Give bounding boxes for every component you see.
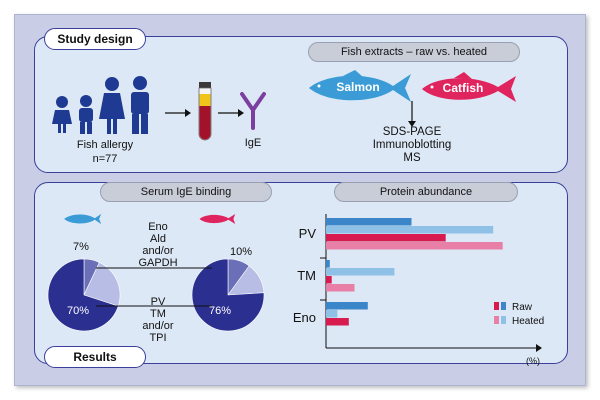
category-label: Eno bbox=[293, 310, 316, 325]
bar-pv-catfish-heated bbox=[326, 242, 503, 250]
blood-tube-icon bbox=[198, 82, 212, 141]
method-immunoblotting: Immunoblotting bbox=[372, 139, 452, 151]
pie-label-pv: PV bbox=[150, 296, 166, 308]
bar-eno-salmon-raw bbox=[326, 302, 368, 310]
protein-abundance-title: Protein abundance bbox=[334, 182, 518, 202]
salmon-fish-icon bbox=[64, 213, 102, 225]
arrow-icon bbox=[218, 109, 244, 117]
legend-swatch bbox=[494, 316, 499, 324]
children-family-icon bbox=[52, 76, 149, 134]
category-label: TM bbox=[297, 268, 316, 283]
pie-label-gapdh: GAPDH bbox=[138, 257, 178, 269]
study-design-title: Study design bbox=[44, 28, 146, 50]
pie-label-ald: Ald bbox=[150, 233, 166, 245]
bar-tm-catfish-raw bbox=[326, 276, 332, 284]
x-axis-label: (%) bbox=[526, 356, 540, 366]
arrow-icon bbox=[165, 109, 191, 117]
antibody-icon bbox=[240, 92, 266, 130]
salmon-major-pct: 70% bbox=[66, 305, 90, 317]
pie-label-eno: Eno bbox=[148, 221, 168, 233]
bar-pv-salmon-heated bbox=[326, 226, 494, 234]
catfish-pie-major-slice bbox=[191, 258, 265, 332]
method-ms: MS bbox=[403, 152, 421, 164]
results-panel bbox=[34, 182, 568, 364]
arrow-icon bbox=[408, 101, 416, 127]
pie-label-tpi: TPI bbox=[149, 332, 167, 344]
legend-swatch bbox=[494, 302, 499, 310]
legend-label: Heated bbox=[512, 316, 544, 327]
bar-eno-catfish-raw bbox=[326, 318, 349, 326]
bar-tm-salmon-raw bbox=[326, 260, 330, 268]
results-title: Results bbox=[44, 346, 146, 368]
bar-tm-salmon-heated bbox=[326, 268, 395, 276]
protein-abundance-chart: PV TM Eno (%) Raw Heated bbox=[293, 214, 544, 366]
x-axis-arrow bbox=[536, 344, 542, 352]
bar-pv-catfish-raw bbox=[326, 234, 446, 242]
fish-allergy-label: Fish allergy bbox=[76, 139, 134, 151]
catfish-fish-icon bbox=[422, 72, 516, 102]
salmon-pie-chart bbox=[47, 258, 121, 332]
sample-size-label: n=77 bbox=[92, 153, 118, 165]
bar-pv-salmon-raw bbox=[326, 218, 412, 226]
bar-eno-salmon-heated bbox=[326, 310, 338, 318]
legend-swatch bbox=[501, 302, 506, 310]
method-sds-page: SDS-PAGE bbox=[382, 126, 442, 138]
bar-tm-catfish-heated bbox=[326, 284, 355, 292]
catfish-label: Catfish bbox=[442, 81, 484, 95]
catfish-pie-chart bbox=[191, 258, 265, 332]
pie-label-and-or: and/or bbox=[142, 245, 174, 257]
catfish-fish-icon bbox=[199, 214, 236, 224]
catfish-minor-pct: 10% bbox=[229, 246, 253, 258]
serum-ige-title: Serum IgE binding bbox=[100, 182, 272, 202]
legend-label: Raw bbox=[512, 302, 533, 313]
catfish-major-pct: 76% bbox=[208, 305, 232, 317]
ige-label: IgE bbox=[244, 137, 262, 149]
salmon-pie-major-slice bbox=[47, 258, 119, 332]
pie-label-tm: TM bbox=[150, 308, 166, 320]
salmon-fish-icon bbox=[309, 70, 411, 102]
salmon-label: Salmon bbox=[336, 80, 380, 94]
category-label: PV bbox=[299, 226, 317, 241]
salmon-pie-mid-slice bbox=[83, 262, 121, 307]
legend-swatch bbox=[501, 316, 506, 324]
fish-extracts-title: Fish extracts – raw vs. heated bbox=[308, 42, 520, 62]
salmon-minor-pct: 7% bbox=[73, 241, 89, 253]
pie-label-and-or: and/or bbox=[142, 320, 174, 332]
